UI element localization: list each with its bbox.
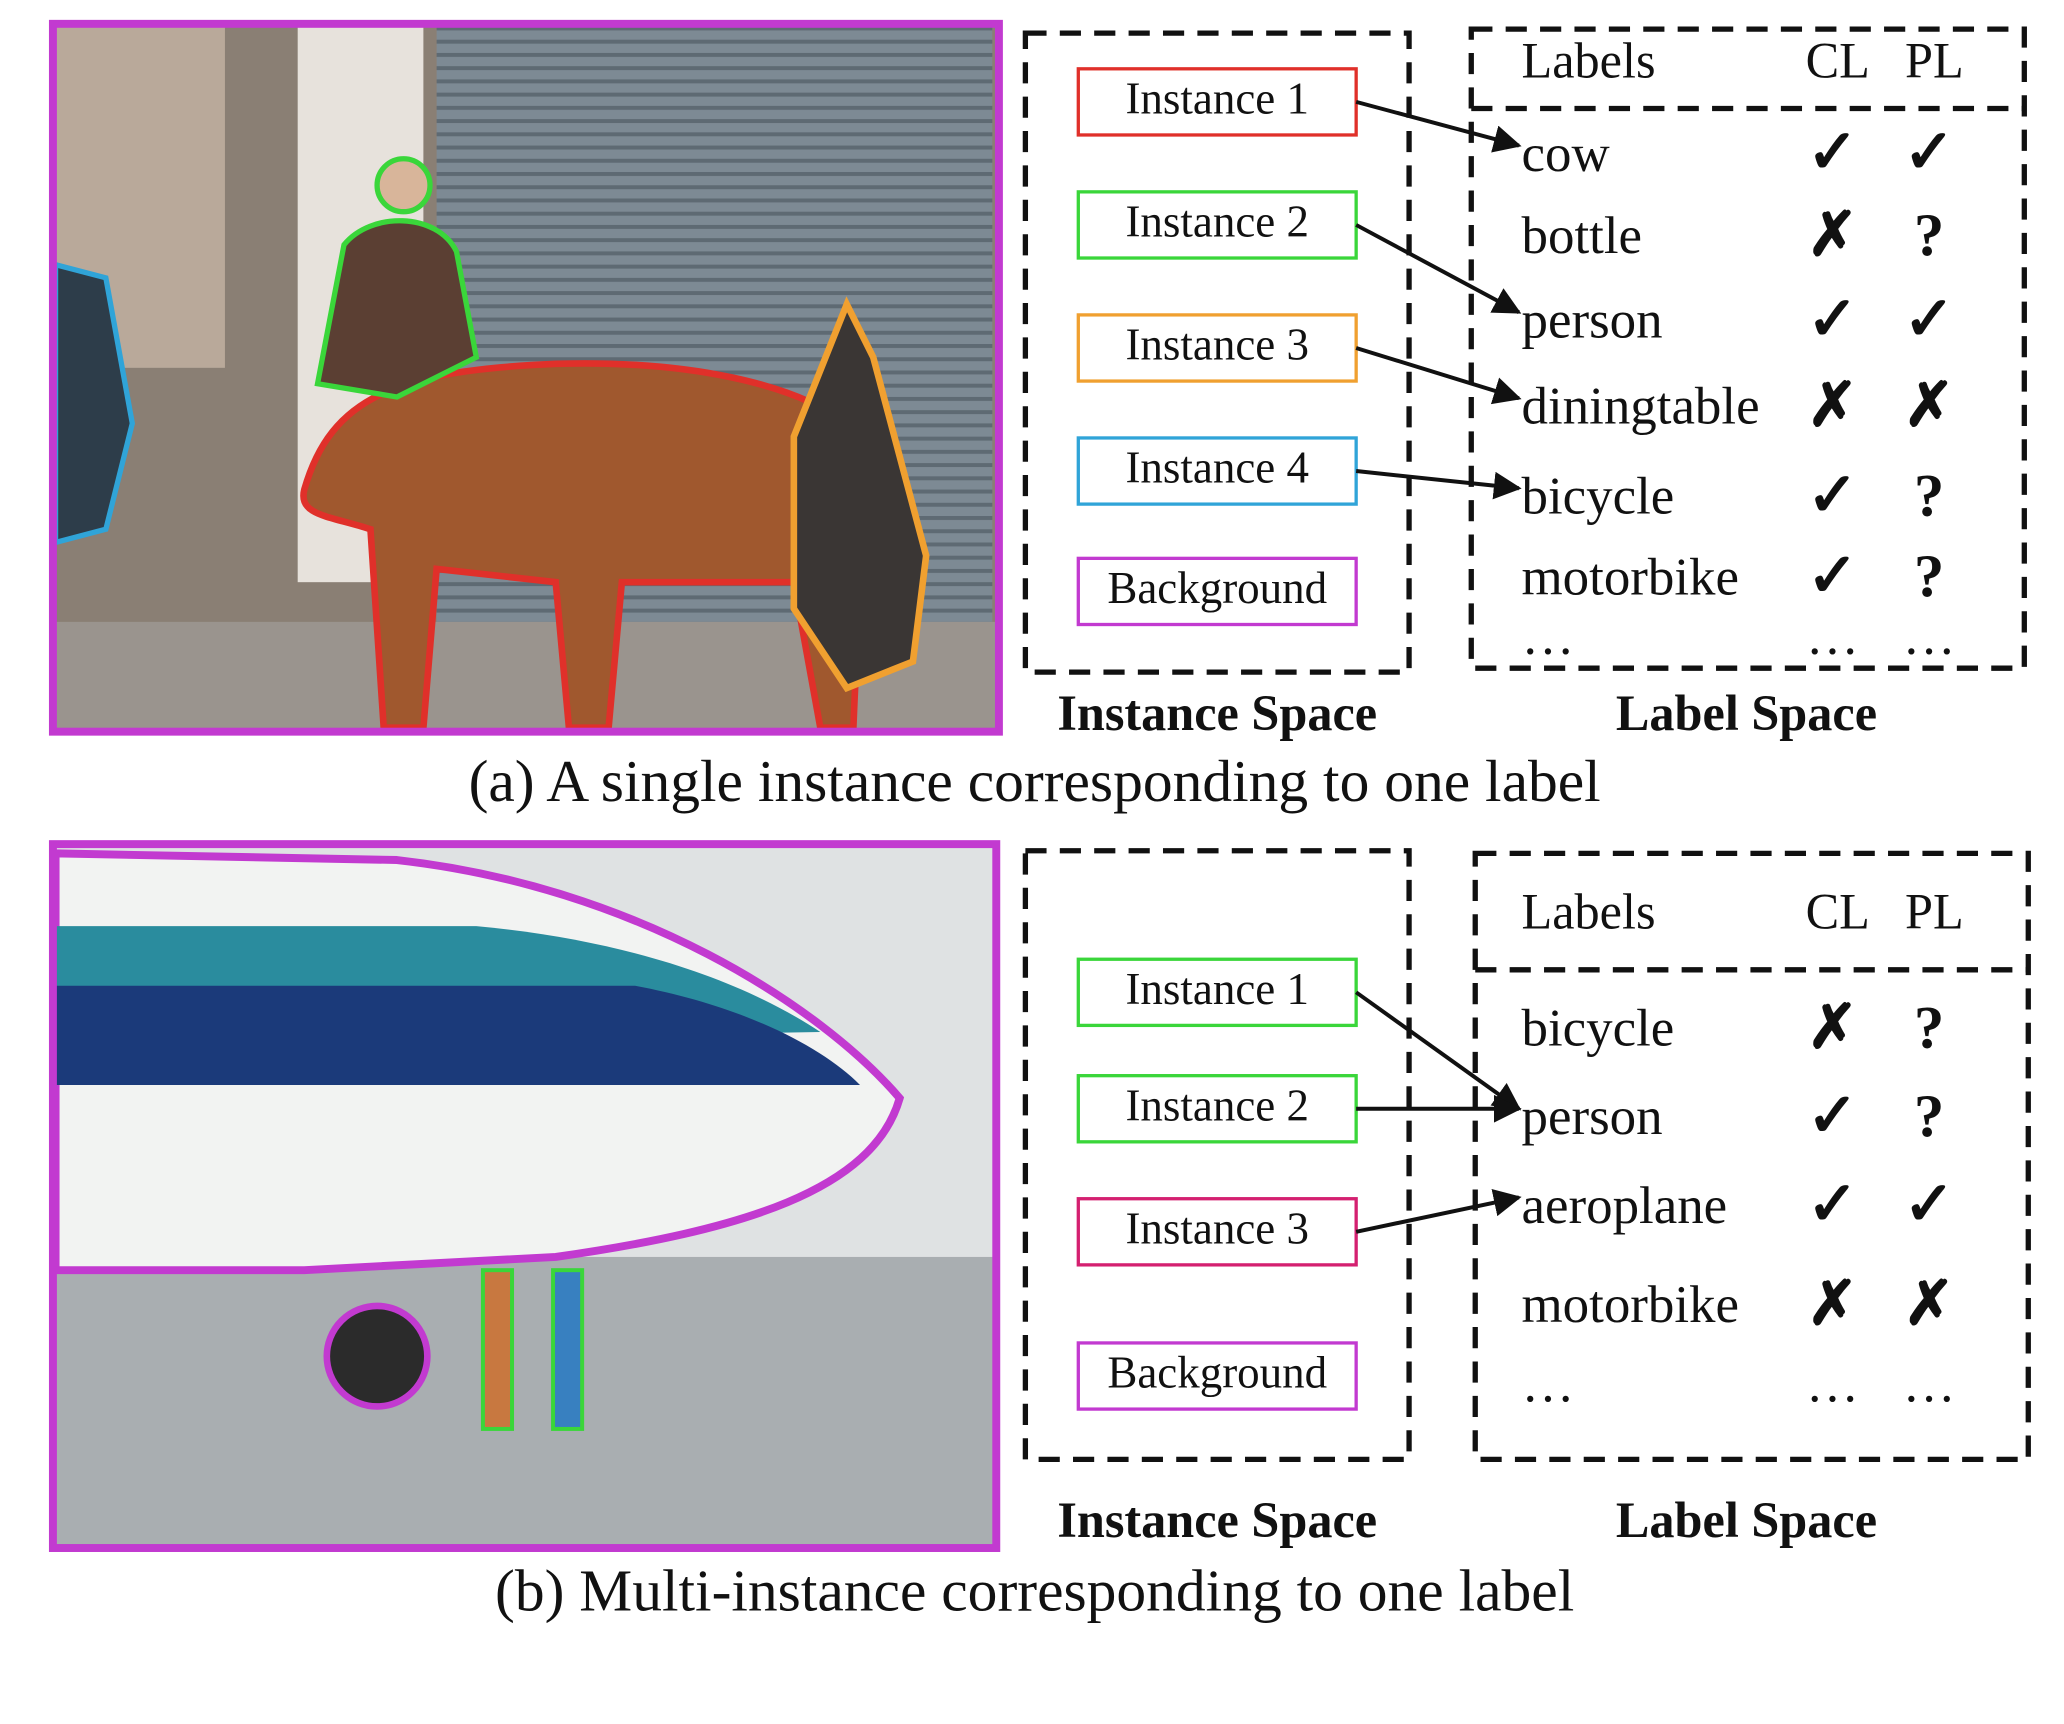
label-mark: ✗ bbox=[1904, 1271, 1955, 1338]
instance-label: Background bbox=[1107, 563, 1327, 613]
label-space-box bbox=[1472, 850, 2031, 1463]
arrow bbox=[1355, 346, 1522, 405]
arrow bbox=[1355, 469, 1522, 500]
instance-box bbox=[1076, 1197, 1358, 1267]
label-mark: ? bbox=[1914, 994, 1944, 1061]
label-mark: ✓ bbox=[1904, 286, 1955, 353]
label-space-box bbox=[1468, 26, 2027, 671]
instance-space-box bbox=[1022, 848, 1412, 1463]
label-name: … bbox=[1522, 1355, 1575, 1413]
column-header: CL bbox=[1806, 883, 1870, 939]
label-mark: ? bbox=[1914, 1083, 1944, 1150]
label-mark: ✓ bbox=[1904, 1172, 1955, 1239]
label-mark: … bbox=[1903, 608, 1956, 666]
label-mark: ✗ bbox=[1807, 1271, 1858, 1338]
instance-label: Instance 1 bbox=[1125, 74, 1309, 124]
instance-label: Background bbox=[1107, 1348, 1327, 1398]
instance-box bbox=[1076, 313, 1358, 383]
label-mark: ✗ bbox=[1807, 372, 1858, 439]
label-name: motorbike bbox=[1522, 548, 1739, 606]
arrow bbox=[1355, 1188, 1522, 1234]
label-name: aeroplane bbox=[1522, 1177, 1728, 1235]
label-mark: ? bbox=[1914, 543, 1944, 610]
instance-box bbox=[1076, 1341, 1358, 1411]
label-mark: ✓ bbox=[1807, 286, 1858, 353]
instance-space-title: Instance Space bbox=[1057, 1492, 1377, 1548]
instance-label: Instance 4 bbox=[1125, 443, 1309, 493]
label-name: motorbike bbox=[1522, 1276, 1739, 1334]
instance-box bbox=[1076, 556, 1358, 627]
label-mark: ✗ bbox=[1807, 994, 1858, 1061]
label-mark: ✓ bbox=[1807, 1083, 1858, 1150]
instance-space-box bbox=[1022, 30, 1412, 675]
label-mark: ? bbox=[1914, 462, 1944, 529]
caption: (a) A single instance corresponding to o… bbox=[469, 748, 1601, 814]
label-space-title: Label Space bbox=[1616, 1492, 1877, 1548]
instance-box bbox=[1076, 436, 1358, 506]
label-name: person bbox=[1522, 1088, 1663, 1146]
label-mark: ? bbox=[1914, 202, 1944, 269]
instance-label: Instance 3 bbox=[1125, 1203, 1309, 1253]
arrow bbox=[1355, 223, 1522, 315]
label-mark: … bbox=[1806, 1355, 1859, 1413]
instance-label: Instance 1 bbox=[1125, 964, 1309, 1014]
instance-box bbox=[1076, 957, 1358, 1028]
label-space-title: Label Space bbox=[1616, 685, 1877, 741]
label-mark: ✗ bbox=[1807, 202, 1858, 269]
label-mark: ✓ bbox=[1807, 462, 1858, 529]
label-mark: ✓ bbox=[1807, 543, 1858, 610]
label-name: bottle bbox=[1522, 207, 1643, 265]
column-header: PL bbox=[1905, 33, 1964, 89]
instance-label: Instance 2 bbox=[1125, 1080, 1309, 1130]
photo-a bbox=[48, 19, 1003, 736]
instance-label: Instance 2 bbox=[1125, 197, 1309, 247]
label-mark: ✗ bbox=[1904, 372, 1955, 439]
label-name: bicycle bbox=[1522, 468, 1675, 526]
caption: (b) Multi-instance corresponding to one … bbox=[495, 1558, 1574, 1624]
label-mark: ✓ bbox=[1807, 120, 1858, 187]
arrow bbox=[1355, 99, 1522, 153]
column-header: PL bbox=[1905, 883, 1964, 939]
label-mark: ✓ bbox=[1807, 1172, 1858, 1239]
label-mark: … bbox=[1903, 1355, 1956, 1413]
label-mark: ✓ bbox=[1904, 120, 1955, 187]
photo-b bbox=[48, 840, 1001, 1552]
label-name: diningtable bbox=[1522, 378, 1760, 436]
instance-space-title: Instance Space bbox=[1057, 685, 1377, 741]
instance-box bbox=[1076, 190, 1358, 260]
column-header: CL bbox=[1806, 33, 1870, 89]
column-header: Labels bbox=[1522, 33, 1656, 89]
label-name: person bbox=[1522, 292, 1663, 350]
label-mark: … bbox=[1806, 608, 1859, 666]
label-name: bicycle bbox=[1522, 999, 1675, 1057]
arrow bbox=[1354, 990, 1522, 1111]
instance-box bbox=[1076, 67, 1358, 137]
instance-box bbox=[1076, 1074, 1358, 1144]
label-name: cow bbox=[1522, 125, 1610, 183]
column-header: Labels bbox=[1522, 883, 1656, 939]
instance-label: Instance 3 bbox=[1125, 320, 1309, 370]
label-name: … bbox=[1522, 608, 1575, 666]
